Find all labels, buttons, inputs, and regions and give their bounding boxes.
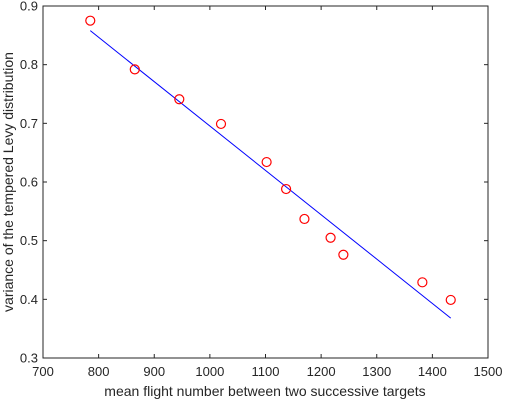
x-tick-label: 700 bbox=[32, 364, 54, 379]
x-tick-label: 1400 bbox=[418, 364, 447, 379]
y-tick-label: 0.5 bbox=[20, 233, 38, 248]
x-tick-label: 900 bbox=[143, 364, 165, 379]
x-tick-label: 1000 bbox=[195, 364, 224, 379]
y-axis-ticks: 0.3 0.4 0.5 0.6 0.7 0.8 0.9 bbox=[20, 0, 488, 366]
data-point bbox=[261, 156, 272, 168]
data-point bbox=[445, 294, 456, 306]
fit-line bbox=[89, 30, 452, 319]
x-axis-ticks: 700 800 900 1000 1100 1200 1300 1400 1500 bbox=[32, 6, 502, 379]
data-point bbox=[417, 277, 428, 288]
data-point bbox=[280, 183, 292, 195]
y-tick-label: 0.4 bbox=[20, 292, 38, 307]
y-axis-label: variance of the tempered Levy distributi… bbox=[0, 52, 16, 312]
y-tick-label: 0.3 bbox=[20, 351, 38, 366]
data-point bbox=[129, 64, 140, 75]
x-axis-label: mean flight number between two successiv… bbox=[104, 383, 425, 399]
x-tick-label: 1300 bbox=[362, 364, 391, 379]
data-point bbox=[215, 118, 227, 130]
y-tick-label: 0.9 bbox=[20, 0, 38, 14]
plot-area bbox=[42, 5, 489, 359]
data-point bbox=[85, 15, 96, 26]
y-tick-label: 0.6 bbox=[20, 175, 38, 190]
data-point bbox=[299, 213, 310, 225]
data-point bbox=[338, 249, 349, 260]
x-tick-label: 1200 bbox=[307, 364, 336, 379]
data-point bbox=[174, 94, 185, 105]
data-point bbox=[325, 232, 336, 243]
x-tick-label: 1500 bbox=[474, 364, 503, 379]
x-tick-label: 1100 bbox=[252, 364, 280, 379]
y-tick-label: 0.7 bbox=[20, 116, 38, 131]
y-tick-label: 0.8 bbox=[20, 57, 38, 72]
series-layer bbox=[85, 15, 456, 319]
x-tick-label: 800 bbox=[88, 364, 110, 379]
